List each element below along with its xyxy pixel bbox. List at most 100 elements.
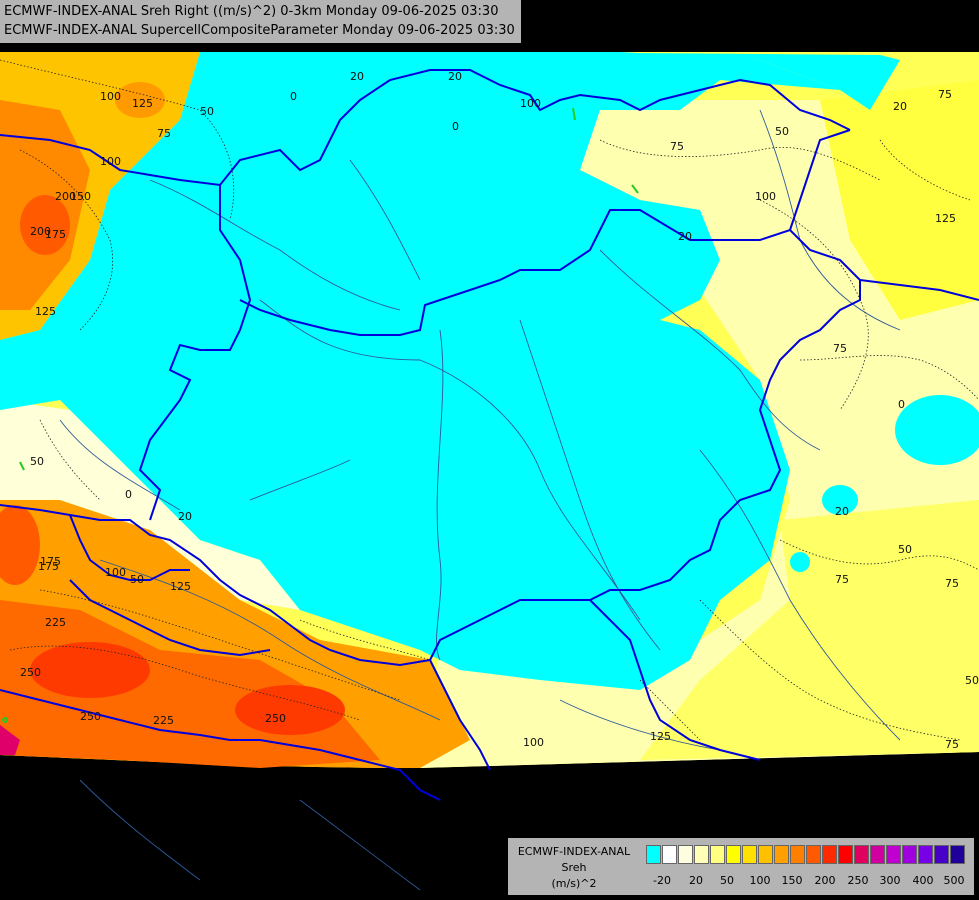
- contour-label: 75: [157, 127, 171, 140]
- contour-label: 100: [100, 90, 121, 103]
- title-line-2: ECMWF-INDEX-ANAL SupercellCompositeParam…: [4, 23, 515, 38]
- legend-tick-label: 300: [879, 874, 901, 887]
- contour-label: 125: [170, 580, 191, 593]
- contour-label: 20: [350, 70, 364, 83]
- pale-region-west: [0, 400, 300, 610]
- contour-label: 100: [755, 190, 776, 203]
- contour-label: 225: [45, 616, 66, 629]
- legend-swatch: [646, 845, 661, 864]
- contour-label: 0: [125, 488, 132, 501]
- legend-tick-label: 400: [912, 874, 934, 887]
- deep-red-spot-b: [235, 685, 345, 735]
- contour-label: 225: [153, 714, 174, 727]
- contour-label: 75: [835, 573, 849, 586]
- legend-swatch: [902, 845, 917, 864]
- legend: ECMWF-INDEX-ANAL Sreh (m/s)^2 -20 20 50 100…: [508, 838, 979, 895]
- legend-tick-label: 150: [781, 874, 803, 887]
- negative-spot-center-east: [658, 220, 702, 244]
- contour-lines: [0, 59, 979, 741]
- contour-label: 125: [35, 305, 56, 318]
- contour-label: 0: [898, 398, 905, 411]
- contour-label: 200: [30, 225, 51, 238]
- contour-label: 75: [938, 88, 952, 101]
- contour-label: 100: [523, 736, 544, 749]
- legend-swatch: [886, 845, 901, 864]
- legend-swatch: [838, 845, 853, 864]
- negative-spot-east: [895, 395, 979, 465]
- contour-label: 175: [38, 560, 59, 573]
- contour-label: 50: [30, 455, 44, 468]
- legend-label-line-3: (m/s)^2: [551, 877, 597, 890]
- contour-label: 0: [452, 120, 459, 133]
- contour-label: 250: [265, 712, 286, 725]
- magenta-spot: [0, 725, 20, 755]
- legend-swatch: [742, 845, 757, 864]
- map-title: ECMWF-INDEX-ANAL Sreh Right ((m/s)^2) 0-…: [0, 0, 521, 43]
- contour-label: 100: [520, 97, 541, 110]
- contour-label: 20: [893, 100, 907, 113]
- legend-ticks: -20 20 50 100 150 200 250 300 400 500 700: [646, 874, 979, 888]
- contour-label: 100: [100, 155, 121, 168]
- country-borders: [0, 69, 979, 801]
- legend-swatch: [710, 845, 725, 864]
- contour-label: 75: [833, 342, 847, 355]
- contour-label: 250: [80, 710, 101, 723]
- contour-label: 50: [130, 573, 144, 586]
- legend-tick-label: 20: [689, 874, 703, 887]
- negative-sreh-region: [0, 52, 840, 690]
- contour-label: 175: [40, 555, 61, 568]
- legend-swatch: [870, 845, 885, 864]
- contour-label: 20: [678, 230, 692, 243]
- legend-swatch: [806, 845, 821, 864]
- legend-tick-label: 250: [847, 874, 869, 887]
- legend-tick-label: 500: [943, 874, 965, 887]
- legend-swatch: [774, 845, 789, 864]
- contour-label: 20: [178, 510, 192, 523]
- legend-swatches: [646, 845, 966, 864]
- contour-label: 20: [448, 70, 462, 83]
- contour-label: 75: [945, 738, 959, 751]
- contour-label: 0: [290, 90, 297, 103]
- contour-label: 100: [105, 566, 126, 579]
- legend-swatch: [918, 845, 933, 864]
- contour-label: 150: [70, 190, 91, 203]
- contour-label: 50: [200, 105, 214, 118]
- contour-label: 50: [775, 125, 789, 138]
- legend-tick-label: 700: [973, 874, 979, 887]
- contour-labels: 1001257502050100150175200125100200751005…: [20, 70, 979, 751]
- legend-swatch: [662, 845, 677, 864]
- negative-spot-east-2: [822, 485, 858, 515]
- deep-red-spot-a: [30, 642, 150, 698]
- contour-label: 250: [20, 666, 41, 679]
- contour-label: 20: [835, 505, 849, 518]
- red-spot-northwest: [20, 195, 70, 255]
- legend-tick-label: -20: [653, 874, 671, 887]
- legend-swatch: [822, 845, 837, 864]
- contour-label: 50: [898, 543, 912, 556]
- contour-label: 75: [670, 140, 684, 153]
- contour-label: 50: [965, 674, 979, 687]
- contour-label: 125: [935, 212, 956, 225]
- legend-tick-label: 200: [814, 874, 836, 887]
- legend-label: ECMWF-INDEX-ANAL Sreh (m/s)^2: [508, 844, 640, 892]
- legend-label-line-1: ECMWF-INDEX-ANAL: [517, 845, 631, 858]
- legend-label-line-2: Sreh: [561, 861, 587, 874]
- legend-tick-label: 100: [749, 874, 771, 887]
- light-yellow-region-east: [820, 80, 979, 320]
- negative-sreh-region-north: [520, 52, 900, 110]
- legend-swatch: [854, 845, 869, 864]
- red-spot-west: [0, 505, 40, 585]
- legend-swatch: [790, 845, 805, 864]
- legend-swatch: [934, 845, 949, 864]
- negative-spot-east-3: [790, 552, 810, 572]
- contour-label: 125: [650, 730, 671, 743]
- contour-label: 75: [945, 577, 959, 590]
- legend-swatch: [694, 845, 709, 864]
- contour-label: 125: [132, 97, 153, 110]
- legend-swatch: [678, 845, 693, 864]
- legend-tick-label: 50: [720, 874, 734, 887]
- legend-swatch: [726, 845, 741, 864]
- contour-label: 200: [55, 190, 76, 203]
- orange-spot-north: [115, 82, 165, 118]
